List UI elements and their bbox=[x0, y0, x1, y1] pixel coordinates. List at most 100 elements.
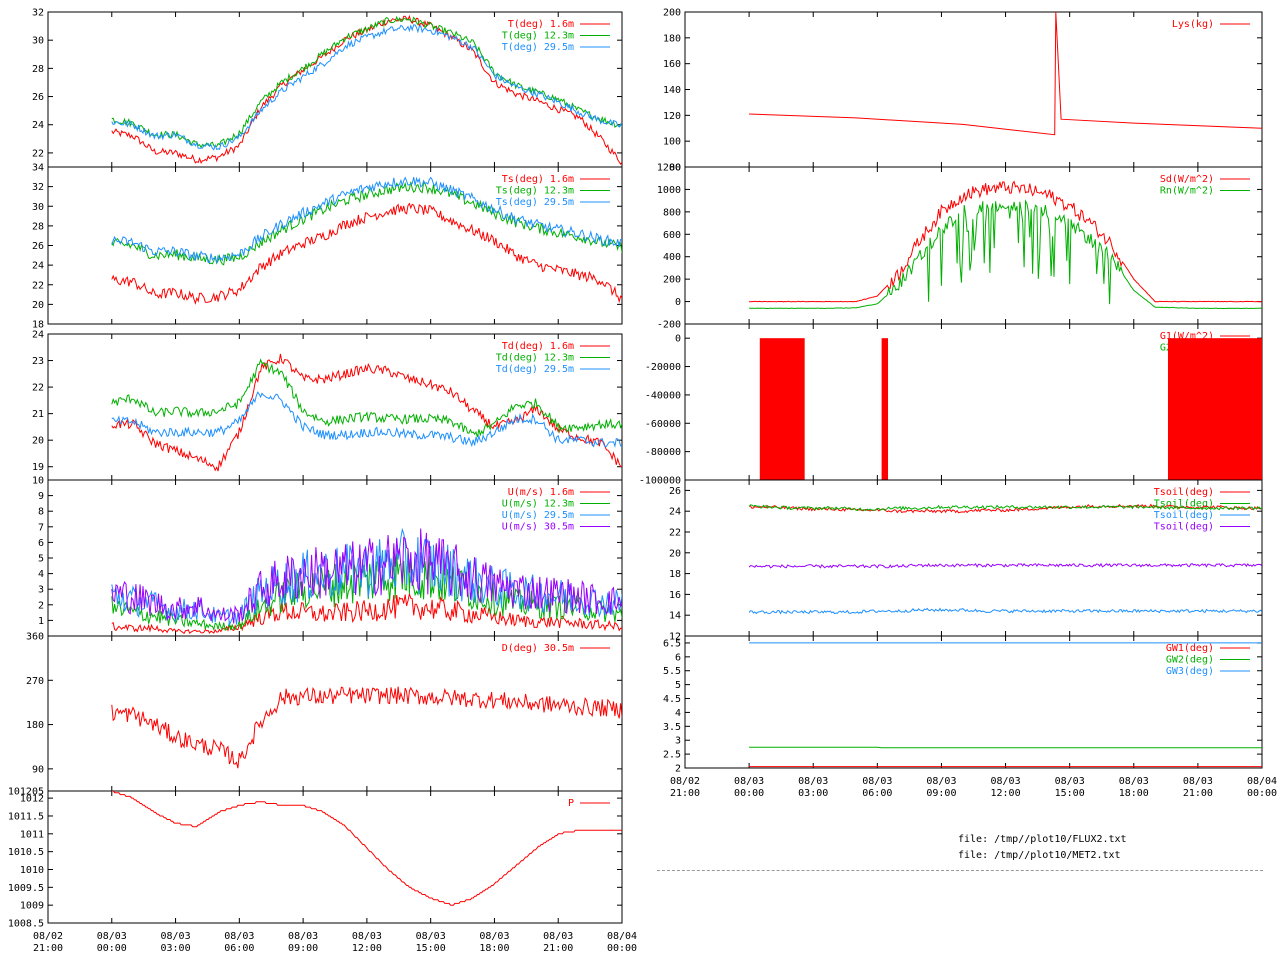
y-tick-label: 26 bbox=[669, 486, 681, 497]
y-tick-label: -80000 bbox=[645, 447, 681, 458]
legend-label: Td(deg) 29.5m bbox=[496, 364, 574, 375]
x-tick-date: 08/03 bbox=[161, 931, 191, 942]
series-line-red bbox=[111, 686, 622, 769]
legend-label: Tsoil(deg) bbox=[1154, 487, 1214, 498]
y-tick-label: 140 bbox=[663, 85, 681, 96]
series-line-purple bbox=[748, 562, 1262, 569]
x-tick-date: 08/03 bbox=[288, 931, 318, 942]
y-tick-label: 360 bbox=[26, 632, 44, 643]
y-tick-label: 22 bbox=[32, 383, 44, 394]
y-tick-label: 28 bbox=[32, 64, 44, 75]
legend-label: Lys(kg) bbox=[1172, 19, 1214, 30]
series-line-green bbox=[111, 358, 622, 438]
y-tick-label: 24 bbox=[669, 507, 681, 518]
plot-frame bbox=[47, 635, 623, 792]
y-tick-label: -100000 bbox=[639, 476, 681, 487]
legend-label: U(m/s) 29.5m bbox=[502, 510, 574, 521]
series-line-green bbox=[749, 199, 1262, 310]
y-tick-label: 20 bbox=[32, 436, 44, 447]
y-tick-label: 7 bbox=[38, 522, 44, 533]
x-tick-time: 21:00 bbox=[1183, 788, 1213, 799]
series-line-blue bbox=[111, 527, 622, 627]
series-line-red bbox=[749, 180, 1262, 303]
y-tick-label: 4.5 bbox=[663, 694, 681, 705]
y-tick-label: 18 bbox=[32, 320, 44, 331]
y-tick-label: 3 bbox=[675, 736, 681, 747]
series-line-green bbox=[111, 549, 622, 631]
y-tick-label: 20 bbox=[32, 300, 44, 311]
y-tick-label: 26 bbox=[32, 92, 44, 103]
y-tick-label: 80 bbox=[669, 163, 681, 174]
y-tick-label: 22 bbox=[669, 528, 681, 539]
g-flux-bar bbox=[759, 338, 805, 480]
x-tick-date: 08/03 bbox=[734, 776, 764, 787]
legend-label: D(deg) 30.5m bbox=[502, 643, 574, 654]
legend-label: T(deg) 12.3m bbox=[502, 31, 574, 42]
x-tick-time: 00:00 bbox=[1247, 788, 1277, 799]
series-line-red bbox=[111, 592, 622, 635]
y-tick-label: 18 bbox=[669, 569, 681, 580]
plot-frame bbox=[47, 790, 623, 924]
x-tick-date: 08/03 bbox=[97, 931, 127, 942]
legend-label: Ts(deg) 12.3m bbox=[496, 186, 574, 197]
y-tick-label: 200 bbox=[663, 8, 681, 19]
legend-label: U(m/s) 1.6m bbox=[508, 487, 574, 498]
y-tick-label: 20 bbox=[669, 548, 681, 559]
y-tick-label: 100 bbox=[663, 137, 681, 148]
x-tick-time: 12:00 bbox=[991, 788, 1021, 799]
y-tick-label: 22 bbox=[32, 280, 44, 291]
y-tick-label: 101205 bbox=[8, 787, 44, 798]
x-tick-time: 03:00 bbox=[161, 943, 191, 954]
y-tick-label: 6 bbox=[38, 538, 44, 549]
x-tick-time: 06:00 bbox=[862, 788, 892, 799]
x-tick-date: 08/03 bbox=[1183, 776, 1213, 787]
y-tick-label: 24 bbox=[32, 330, 44, 341]
y-tick-label: 5 bbox=[38, 554, 44, 565]
legend-label: GW2(deg) bbox=[1166, 655, 1214, 666]
y-tick-label: 1010 bbox=[20, 865, 44, 876]
y-tick-label: 34 bbox=[32, 163, 44, 174]
y-tick-label: 16 bbox=[669, 590, 681, 601]
series-line-red bbox=[749, 12, 1262, 136]
y-tick-label: 120 bbox=[663, 111, 681, 122]
y-tick-label: -40000 bbox=[645, 390, 681, 401]
chart-right-lys: 80 100 120 140 160 180 200 Lys(kg) bbox=[663, 8, 1263, 174]
legend-label: Ts(deg) 1.6m bbox=[502, 174, 574, 185]
legend-label: Ts(deg) 29.5m bbox=[496, 197, 574, 208]
y-tick-label: 6 bbox=[675, 652, 681, 663]
y-tick-label: 24 bbox=[32, 261, 44, 272]
legend-label: T(deg) 1.6m bbox=[508, 19, 574, 30]
y-tick-label: 1000 bbox=[657, 185, 681, 196]
x-tick-time: 09:00 bbox=[288, 943, 318, 954]
y-tick-label: 2 bbox=[38, 600, 44, 611]
y-tick-label: 24 bbox=[32, 120, 44, 131]
y-tick-label: 19 bbox=[32, 462, 44, 473]
y-tick-label: 600 bbox=[663, 230, 681, 241]
y-tick-label: 4 bbox=[675, 708, 681, 719]
y-tick-label: 8 bbox=[38, 507, 44, 518]
y-tick-label: 26 bbox=[32, 241, 44, 252]
x-tick-date: 08/03 bbox=[1119, 776, 1149, 787]
y-tick-label: 21 bbox=[32, 409, 44, 420]
y-tick-label: 23 bbox=[32, 356, 44, 367]
series-line-red bbox=[111, 791, 622, 906]
legend-label: Tsoil(deg) bbox=[1154, 522, 1214, 533]
y-tick-label: 4 bbox=[38, 569, 44, 580]
series-line-green bbox=[749, 746, 1262, 749]
y-tick-label: 180 bbox=[663, 33, 681, 44]
legend-label: Tsoil(deg) bbox=[1154, 510, 1214, 521]
x-tick-date: 08/03 bbox=[991, 776, 1021, 787]
x-tick-time: 00:00 bbox=[734, 788, 764, 799]
legend-label: GW1(deg) bbox=[1166, 643, 1214, 654]
series-line-blue bbox=[748, 607, 1262, 615]
y-tick-label: 2 bbox=[675, 764, 681, 775]
y-tick-label: 22 bbox=[32, 148, 44, 159]
series-line-green bbox=[748, 504, 1262, 512]
x-tick-date: 08/02 bbox=[33, 931, 63, 942]
y-tick-label: 30 bbox=[32, 36, 44, 47]
x-tick-date: 08/03 bbox=[1055, 776, 1085, 787]
y-tick-label: 10 bbox=[32, 476, 44, 487]
